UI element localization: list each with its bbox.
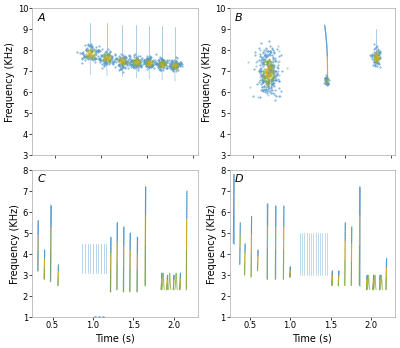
Y-axis label: Frequency (KHz): Frequency (KHz): [5, 42, 15, 122]
Point: [96, 314, 102, 320]
Text: B: B: [234, 13, 242, 23]
Y-axis label: Frequency (KHz): Frequency (KHz): [202, 42, 212, 122]
Text: A: A: [37, 13, 45, 23]
Y-axis label: Frequency (KHz): Frequency (KHz): [207, 204, 217, 284]
Y-axis label: Frequency (KHz): Frequency (KHz): [10, 204, 20, 284]
Point: [100, 314, 106, 320]
Text: D: D: [234, 174, 243, 184]
Text: C: C: [37, 174, 45, 184]
X-axis label: Time (s): Time (s): [95, 333, 135, 343]
Point: [92, 314, 98, 320]
X-axis label: Time (s): Time (s): [292, 333, 332, 343]
